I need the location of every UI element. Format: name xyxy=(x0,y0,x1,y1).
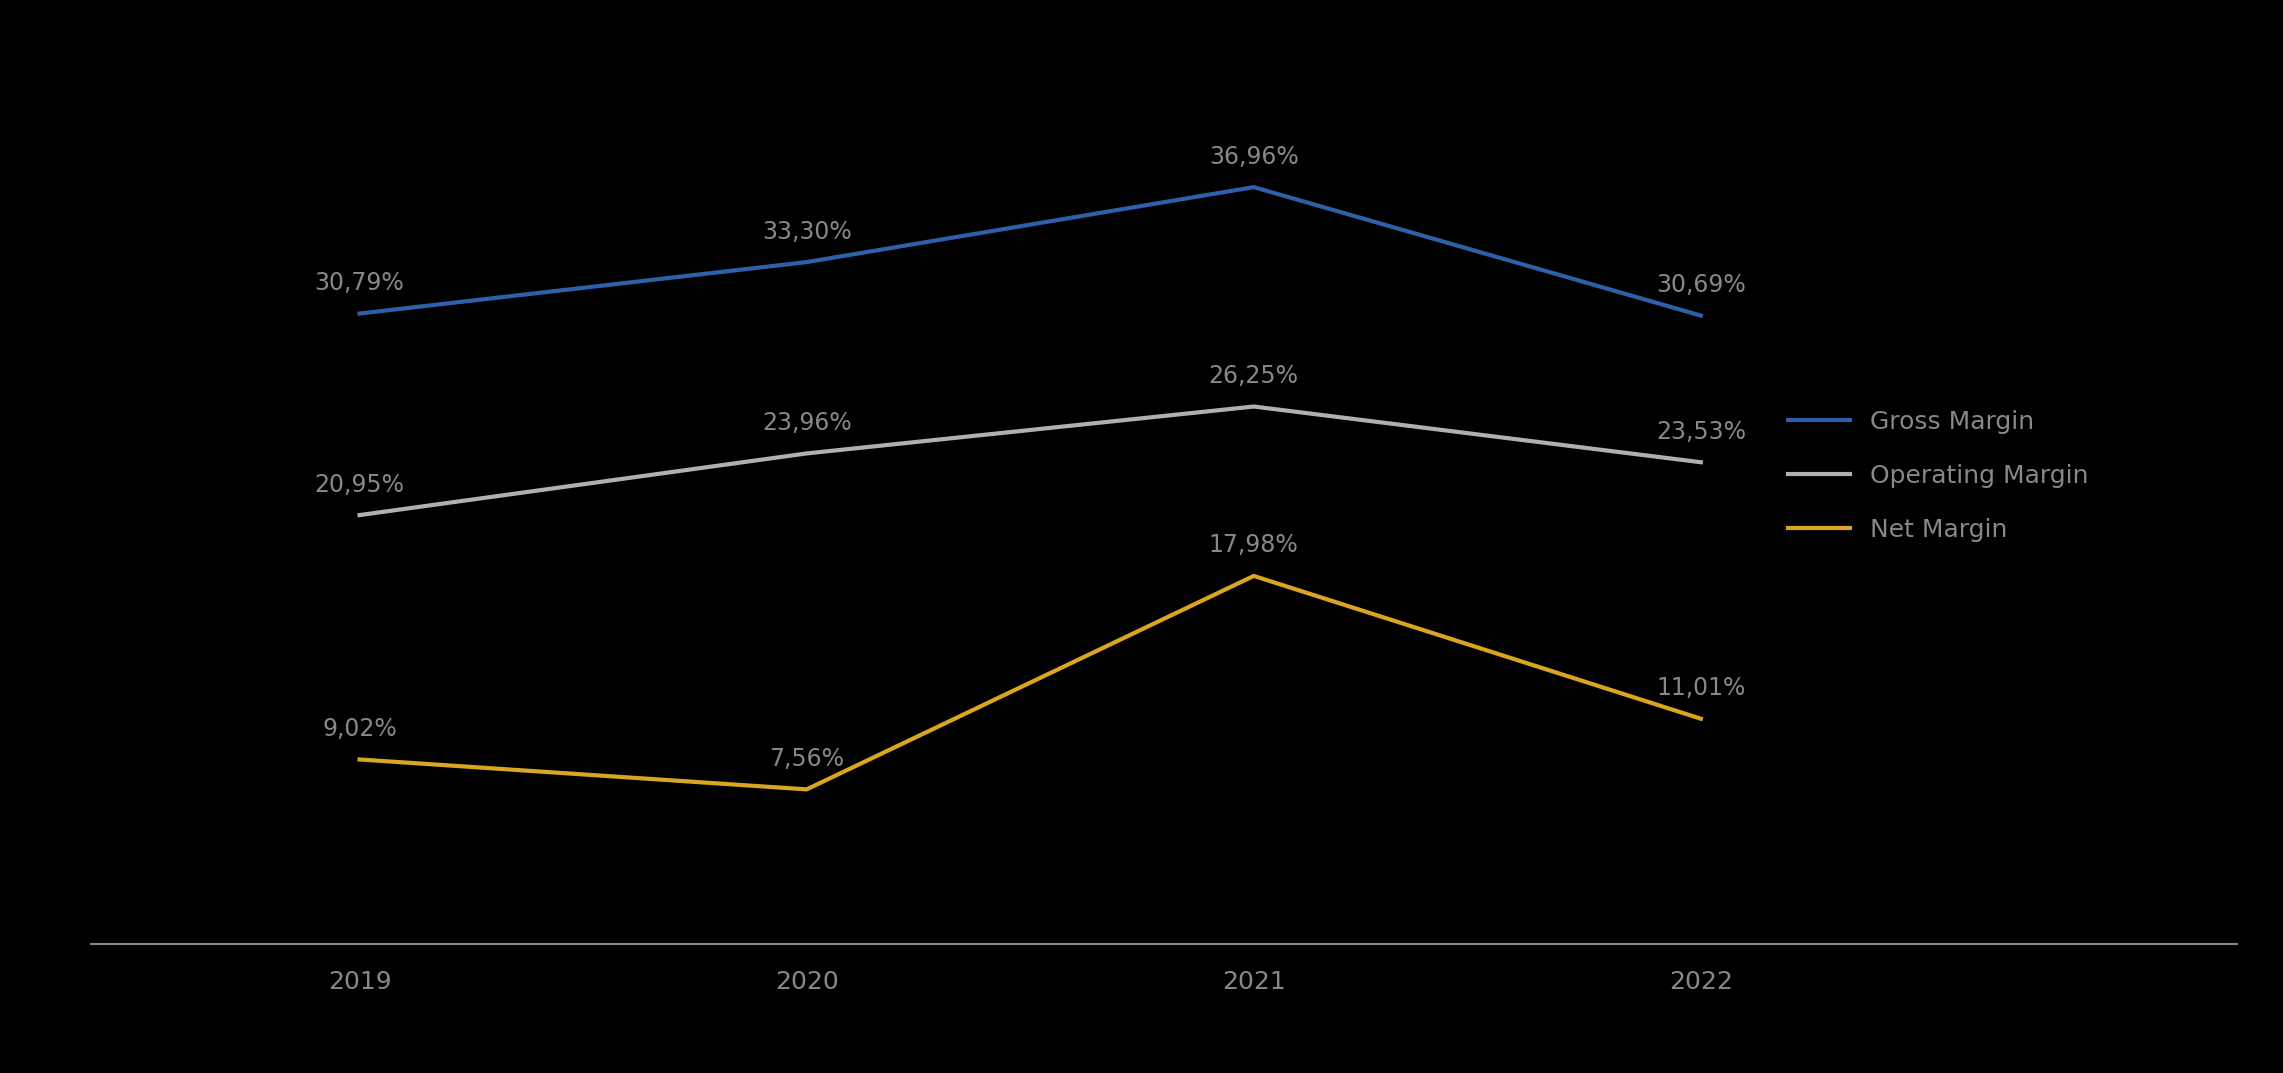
Text: 30,69%: 30,69% xyxy=(1655,274,1746,297)
Operating Margin xyxy=(345,509,372,521)
Text: 9,02%: 9,02% xyxy=(322,717,397,741)
Gross Margin xyxy=(1687,309,1715,322)
Legend: Gross Margin, Operating Margin, Net Margin: Gross Margin, Operating Margin, Net Marg… xyxy=(1778,399,2098,552)
Operating Margin xyxy=(792,447,820,460)
Text: 23,53%: 23,53% xyxy=(1655,420,1746,444)
Text: 11,01%: 11,01% xyxy=(1655,676,1746,701)
Text: 20,95%: 20,95% xyxy=(315,472,404,497)
Line: Operating Margin: Operating Margin xyxy=(358,407,1701,515)
Net Margin xyxy=(1687,712,1715,725)
Text: 30,79%: 30,79% xyxy=(315,271,404,295)
Line: Gross Margin: Gross Margin xyxy=(358,187,1701,315)
Gross Margin xyxy=(1240,180,1267,193)
Text: 17,98%: 17,98% xyxy=(1210,533,1299,558)
Net Margin xyxy=(1240,570,1267,583)
Text: 33,30%: 33,30% xyxy=(763,220,852,244)
Operating Margin xyxy=(1687,456,1715,469)
Text: 7,56%: 7,56% xyxy=(769,747,845,770)
Gross Margin xyxy=(345,307,372,320)
Net Margin xyxy=(792,783,820,796)
Operating Margin xyxy=(1240,400,1267,413)
Net Margin xyxy=(345,753,372,766)
Text: 23,96%: 23,96% xyxy=(763,411,852,435)
Text: 36,96%: 36,96% xyxy=(1210,145,1299,168)
Gross Margin xyxy=(792,255,820,268)
Text: 26,25%: 26,25% xyxy=(1208,364,1299,388)
Line: Net Margin: Net Margin xyxy=(358,576,1701,790)
